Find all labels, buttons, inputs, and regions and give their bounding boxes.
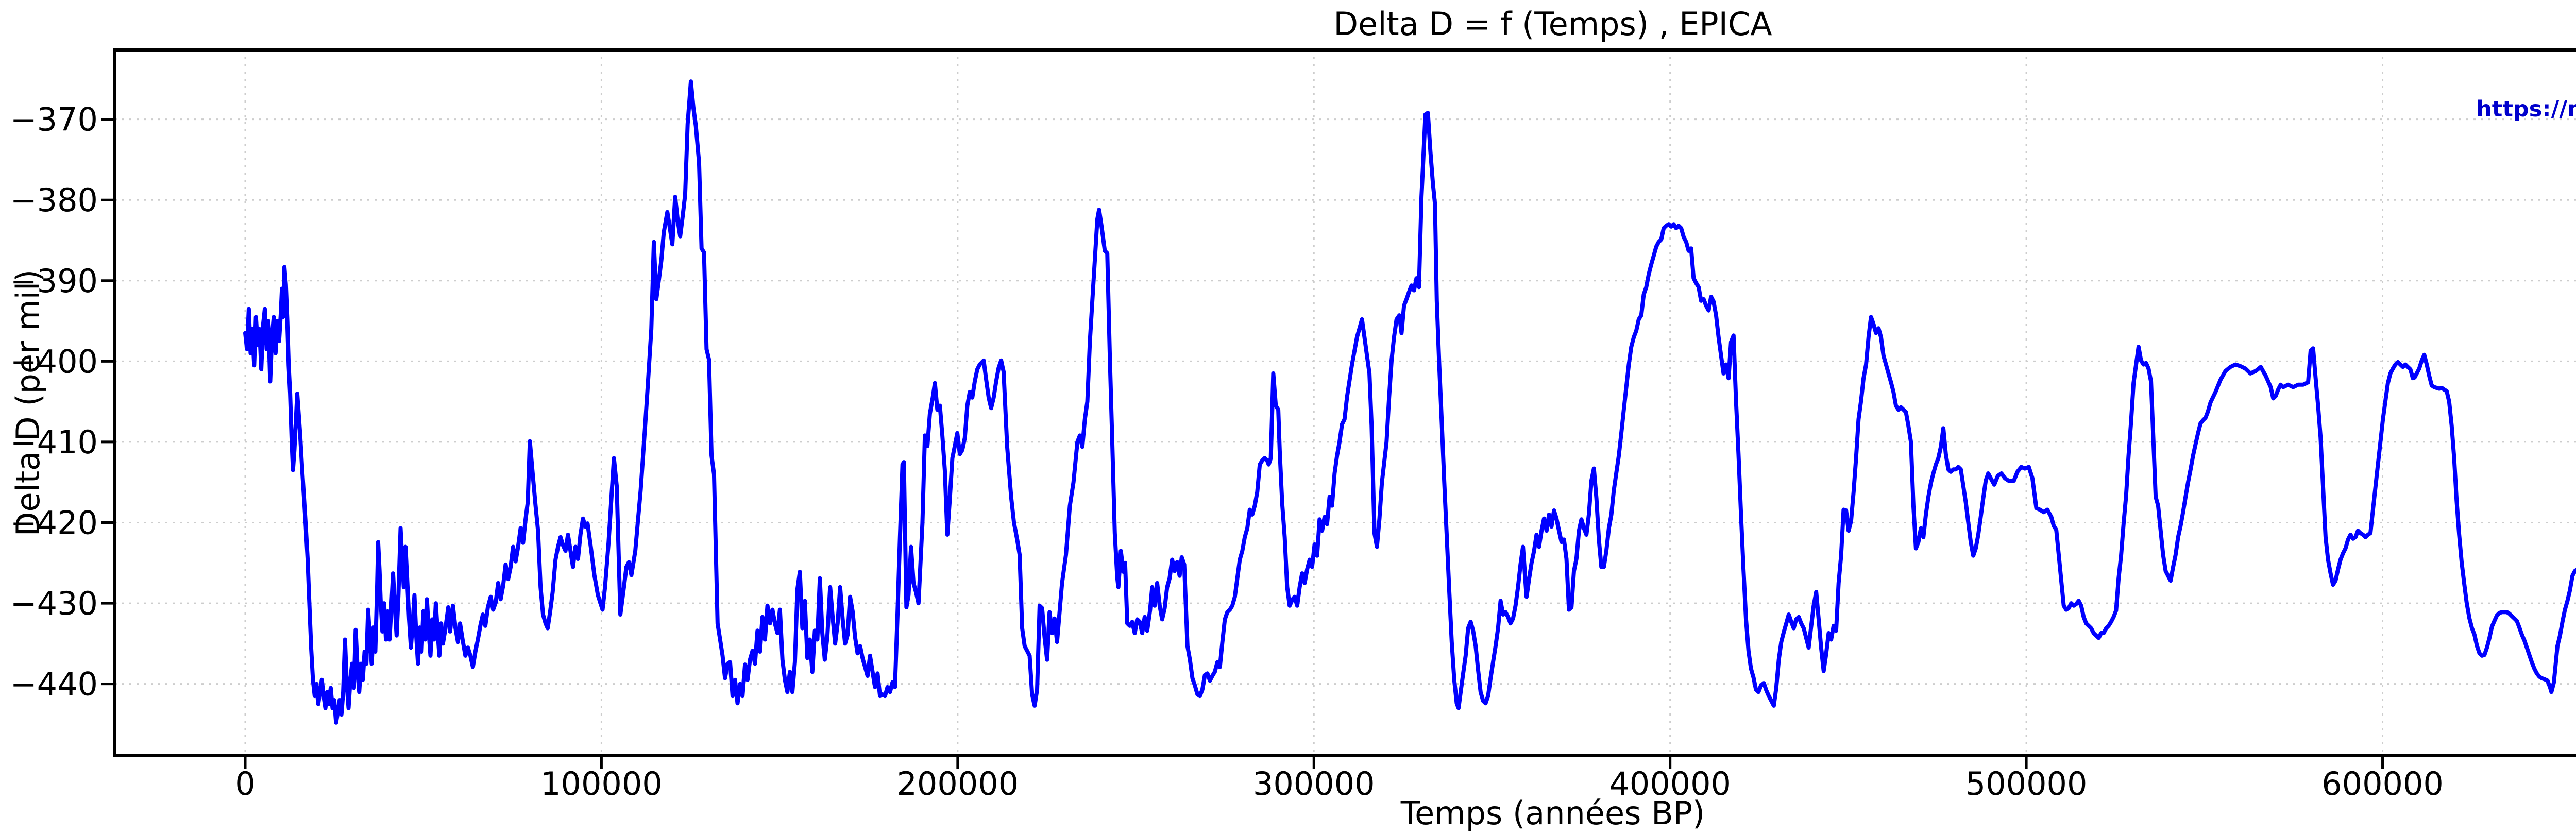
y-tick-label: −390 — [10, 262, 98, 300]
y-tick-label: −440 — [10, 666, 98, 703]
y-tick-label: −400 — [10, 343, 98, 380]
y-tick-label: −420 — [10, 504, 98, 542]
y-tick-label: −410 — [10, 423, 98, 461]
x-tick-label: 500000 — [1965, 765, 2088, 803]
y-tick-label: −380 — [10, 181, 98, 219]
x-tick-label: 600000 — [2321, 765, 2444, 803]
x-tick-label: 0 — [235, 765, 255, 803]
data-line-delta-d — [243, 79, 2576, 725]
y-tick-label: −370 — [10, 101, 98, 139]
chart-title: Delta D = f (Temps) , EPICA — [1333, 5, 1772, 43]
x-axis-label: Temps (années BP) — [1400, 794, 1705, 832]
x-tick-label: 200000 — [896, 765, 1019, 803]
plot-border — [113, 48, 2576, 757]
x-tick-label: 100000 — [540, 765, 663, 803]
x-tick-label: 300000 — [1253, 765, 1375, 803]
y-tick-label: −430 — [10, 585, 98, 622]
y-axis-label: Delta D (per mil) — [9, 269, 47, 537]
annotation-link[interactable]: https://milankovitch.scientic.org — [2476, 96, 2576, 122]
x-tick-label: 400000 — [1609, 765, 1731, 803]
